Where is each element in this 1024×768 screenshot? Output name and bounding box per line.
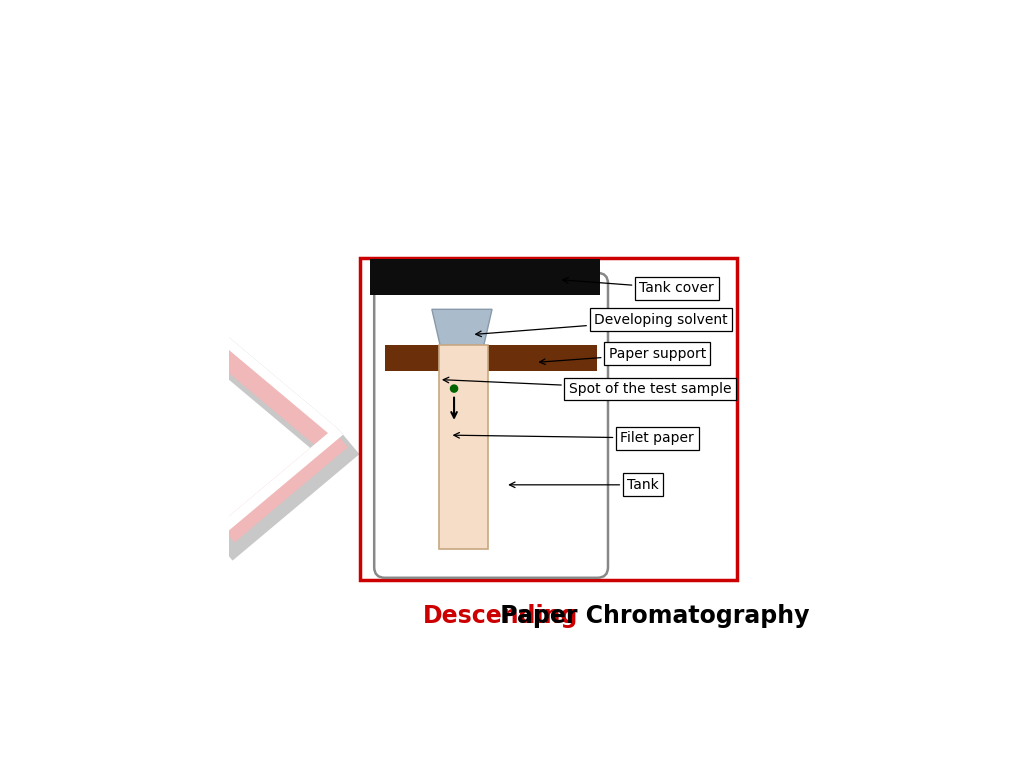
Bar	[360, 258, 736, 580]
Polygon shape	[212, 429, 343, 541]
Text: Paper Chromatography: Paper Chromatography	[493, 604, 810, 627]
Bar	[385, 345, 597, 370]
Text: Filet paper: Filet paper	[454, 431, 694, 445]
Polygon shape	[216, 334, 333, 434]
Bar	[370, 260, 600, 295]
Text: Tank: Tank	[510, 478, 659, 492]
Text: Spot of the test sample: Spot of the test sample	[443, 377, 731, 396]
FancyBboxPatch shape	[374, 273, 608, 578]
Polygon shape	[219, 429, 337, 529]
Polygon shape	[219, 429, 348, 542]
Text: Descending: Descending	[423, 604, 578, 627]
Text: Paper support: Paper support	[540, 346, 706, 365]
Text: Tank cover: Tank cover	[562, 277, 714, 296]
Polygon shape	[432, 310, 493, 346]
Text: Developing solvent: Developing solvent	[476, 313, 728, 336]
Polygon shape	[190, 323, 339, 454]
Circle shape	[451, 385, 458, 392]
Polygon shape	[204, 334, 333, 447]
Polygon shape	[207, 323, 339, 435]
Bar	[439, 346, 488, 549]
Polygon shape	[212, 429, 359, 561]
